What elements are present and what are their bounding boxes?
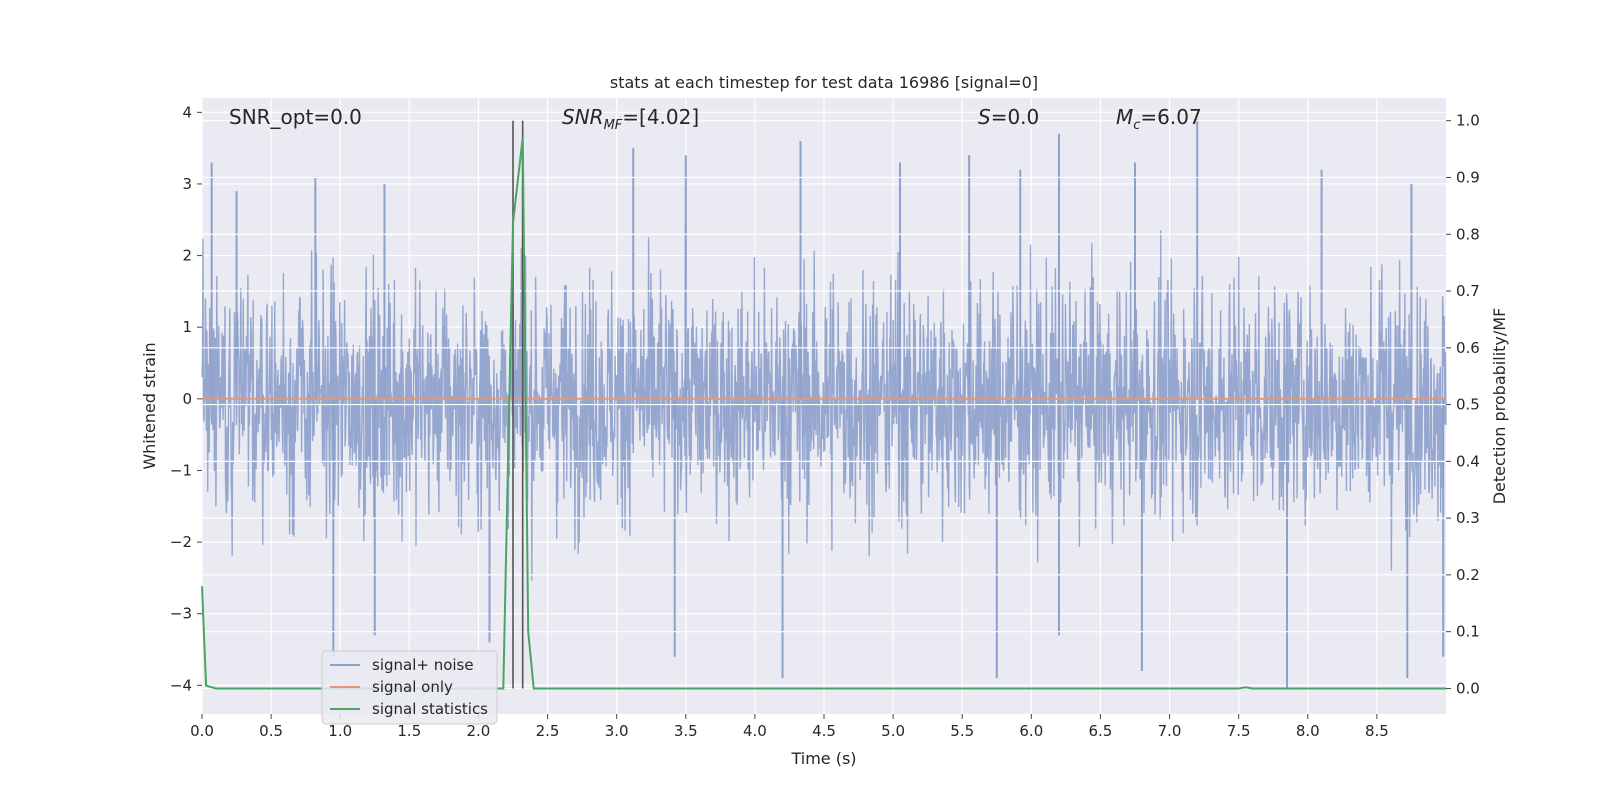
x-tick-label: 6.5 (1089, 722, 1113, 740)
right-y-tick-label: 0.6 (1456, 339, 1480, 357)
x-axis-label: Time (s) (790, 749, 856, 768)
legend-label-stats: signal statistics (372, 700, 488, 718)
x-tick-label: 2.5 (536, 722, 560, 740)
x-tick-label: 5.5 (950, 722, 974, 740)
right-y-tick-label: 0.0 (1456, 679, 1480, 697)
x-tick-label: 1.5 (397, 722, 421, 740)
left-y-tick-label: 3 (182, 175, 192, 193)
right-y-tick-label: 0.7 (1456, 282, 1480, 300)
x-tick-label: 6.0 (1019, 722, 1043, 740)
right-y-tick-label: 0.5 (1456, 396, 1480, 414)
s-annotation: S=0.0 (978, 105, 1039, 129)
x-tick-label: 8.5 (1365, 722, 1389, 740)
legend-label-signal: signal only (372, 678, 453, 696)
left-y-tick-label: 0 (182, 390, 192, 408)
right-y-tick-label: 0.9 (1456, 168, 1480, 186)
x-tick-label: 3.5 (674, 722, 698, 740)
left-axis-label: Whitened strain (140, 342, 159, 469)
x-tick-label: 0.5 (259, 722, 283, 740)
snr-mf-annotation: SNRMF=[4.02] (562, 105, 699, 133)
x-tick-label: 1.0 (328, 722, 352, 740)
left-y-tick-label: −4 (170, 676, 192, 694)
right-y-tick-label: 0.3 (1456, 509, 1480, 527)
chart-title: stats at each timestep for test data 169… (610, 73, 1038, 92)
left-y-tick-label: 2 (182, 247, 192, 265)
right-y-tick-label: 1.0 (1456, 112, 1480, 130)
x-tick-label: 8.0 (1296, 722, 1320, 740)
x-tick-label: 7.0 (1158, 722, 1182, 740)
x-axis-ticks: 0.0 0.5 1.0 1.5 2.0 2.5 3.0 3.5 4.0 4.5 5.0 5.5 6.0 6… (190, 714, 1389, 740)
right-axis-label: Detection probability/MF (1490, 308, 1509, 505)
x-tick-label: 2.0 (467, 722, 491, 740)
mc-annotation: Mc=6.07 (1116, 105, 1202, 133)
signal-statistics-line (201, 137, 1446, 690)
left-y-tick-label: −2 (170, 533, 192, 551)
x-tick-label: 4.0 (743, 722, 767, 740)
legend: signal+ noise signal only signal statist… (321, 650, 498, 725)
x-tick-label: 5.0 (881, 722, 905, 740)
x-tick-label: 7.5 (1227, 722, 1251, 740)
left-y-tick-label: −1 (170, 461, 192, 479)
right-y-tick-label: 0.4 (1456, 452, 1480, 470)
right-y-tick-label: 0.8 (1456, 225, 1480, 243)
signal-noise-line (201, 223, 1447, 581)
right-axis-ticks: 1.0 0.9 0.8 0.7 0.6 0.5 0.4 0.3 0.2 0.1 0.0 (1446, 112, 1480, 697)
x-tick-label: 3.0 (605, 722, 629, 740)
legend-label-noise: signal+ noise (372, 656, 474, 674)
signal-noise-series (201, 119, 1447, 689)
x-tick-label: 4.5 (812, 722, 836, 740)
legend-box (321, 650, 498, 725)
left-y-tick-label: 4 (182, 103, 192, 121)
left-axis-ticks: 4 3 2 1 0 −1 −2 −3 −4 (170, 103, 202, 694)
right-y-tick-label: 0.1 (1456, 623, 1480, 641)
left-y-tick-label: 1 (182, 318, 192, 336)
right-y-tick-label: 0.2 (1456, 566, 1480, 584)
snr-opt-annotation: SNR_opt=0.0 (229, 105, 362, 129)
left-y-tick-label: −3 (170, 605, 192, 623)
signal-statistics-series (201, 137, 1446, 690)
x-tick-label: 0.0 (190, 722, 214, 740)
